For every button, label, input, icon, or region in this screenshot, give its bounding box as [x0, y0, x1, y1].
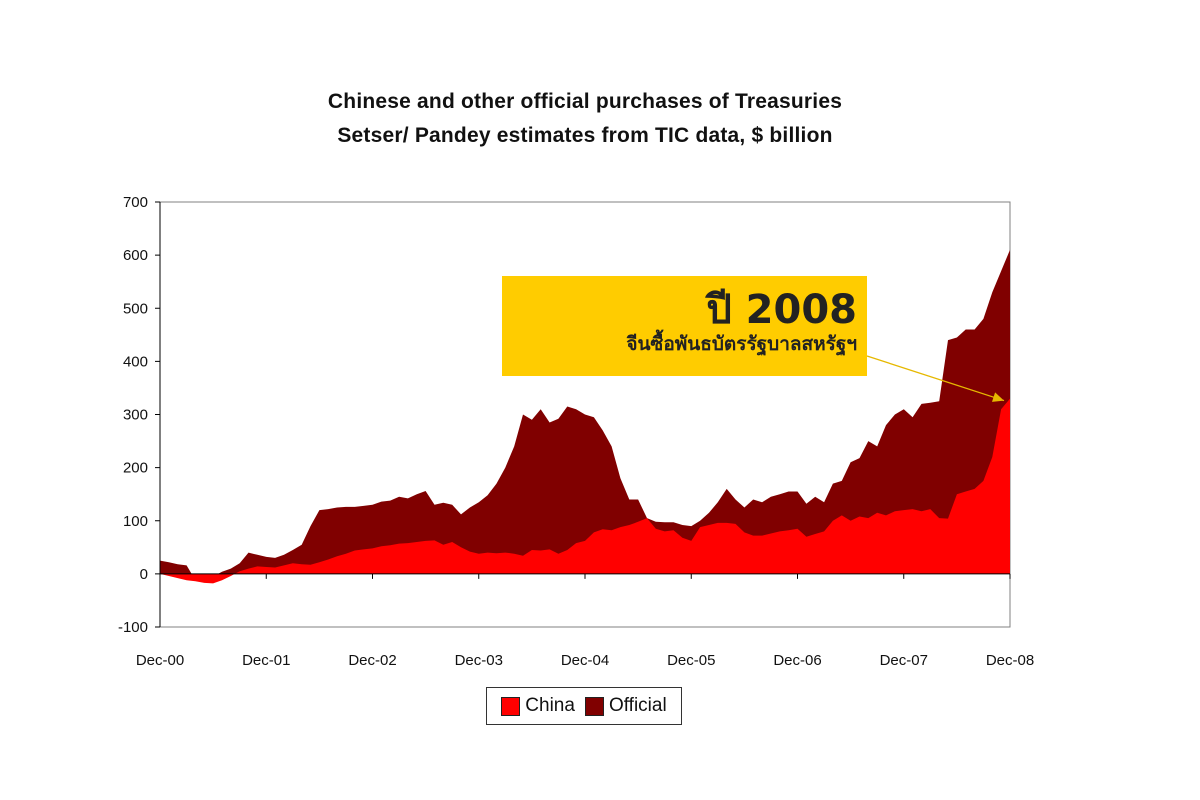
- legend-label-china: China: [525, 695, 575, 716]
- x-tick-label: Dec-02: [348, 652, 396, 669]
- x-tick-label: Dec-06: [773, 652, 821, 669]
- y-tick-label: -100: [118, 619, 148, 636]
- annotation-callout: ปี 2008 จีนซื้อพันธบัตรรัฐบาลสหรัฐฯ: [502, 276, 867, 376]
- x-tick-label: Dec-05: [667, 652, 715, 669]
- x-axis-ticks: Dec-00 Dec-01 Dec-02 Dec-03 Dec-04 Dec-05 Dec-…: [136, 573, 1034, 669]
- y-tick-label: 0: [140, 566, 148, 583]
- chart-title: Chinese and other official purchases of …: [327, 90, 843, 113]
- y-tick-label: 600: [123, 247, 148, 264]
- x-tick-label: Dec-07: [880, 652, 928, 669]
- official-series-area: [160, 249, 1010, 581]
- legend-item-china: China: [501, 695, 575, 717]
- y-tick-label: 200: [123, 460, 148, 477]
- legend: China Official: [486, 687, 682, 725]
- x-tick-label: Dec-00: [136, 652, 184, 669]
- y-tick-label: 500: [123, 300, 148, 317]
- legend-swatch-china: [501, 696, 521, 716]
- annotation-heading: ปี 2008: [706, 287, 857, 333]
- legend-swatch-official: [584, 696, 604, 716]
- y-tick-label: 700: [123, 194, 148, 211]
- annotation-arrowhead: [991, 392, 1004, 402]
- y-tick-label: 400: [123, 353, 148, 370]
- chart-subtitle: Setser/ Pandey estimates from TIC data, …: [337, 124, 833, 147]
- x-tick-label: Dec-01: [242, 652, 290, 669]
- x-tick-label: Dec-08: [986, 652, 1034, 669]
- y-tick-label: 100: [123, 513, 148, 530]
- x-tick-label: Dec-04: [561, 652, 609, 669]
- y-axis-ticks: 700 600 500 400 300 200 100 0 -100: [118, 194, 160, 636]
- china-series-area: [160, 398, 1010, 584]
- legend-item-official: Official: [584, 695, 667, 717]
- annotation-text: จีนซื้อพันธบัตรรัฐบาลสหรัฐฯ: [626, 333, 857, 355]
- legend-label-official: Official: [608, 695, 667, 716]
- annotation-arrow: [866, 355, 1005, 402]
- x-tick-label: Dec-03: [455, 652, 503, 669]
- y-tick-label: 300: [123, 407, 148, 424]
